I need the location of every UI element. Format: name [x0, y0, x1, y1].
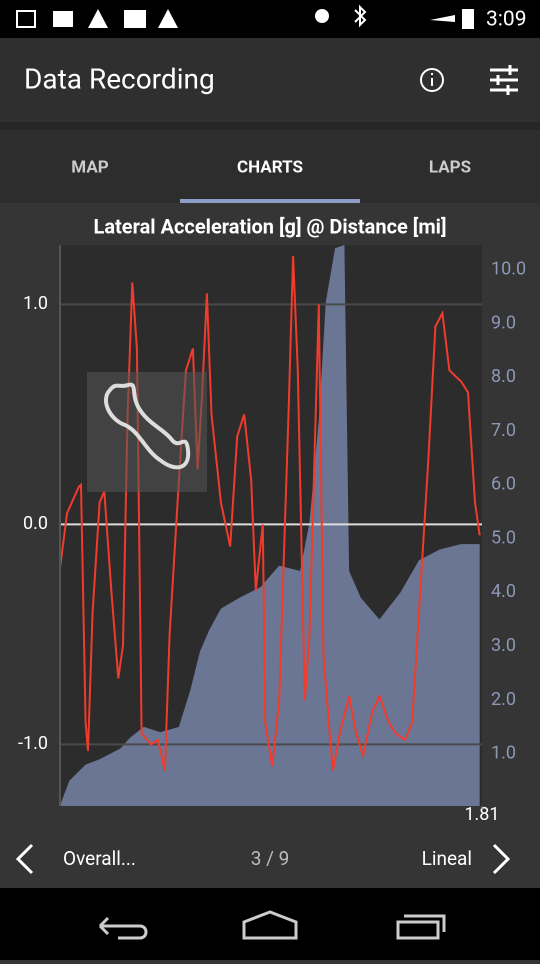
y2-tick-label: 1.0	[491, 743, 516, 764]
y2-tick-label: 10.0	[491, 258, 526, 279]
home-button[interactable]	[242, 910, 298, 940]
y2-tick-label: 9.0	[491, 312, 516, 333]
divider	[0, 122, 540, 130]
y2-tick-label: 3.0	[491, 635, 516, 656]
tab[interactable]: LAPS	[429, 157, 471, 177]
y-tick-label: -1.0	[18, 733, 48, 754]
settings-button[interactable]	[490, 65, 518, 95]
prev-button[interactable]	[15, 843, 34, 875]
area	[60, 245, 480, 806]
next-button[interactable]	[492, 843, 511, 875]
tab-bar	[0, 130, 540, 203]
tab[interactable]: CHARTS	[237, 157, 303, 177]
chart-title: Lateral Acceleration [g] @ Distance [mi]	[94, 214, 447, 238]
y2-tick-label: 5.0	[491, 527, 516, 548]
track-map-inset	[87, 372, 207, 492]
y2-tick-label: 6.0	[491, 474, 516, 495]
plot-clip	[60, 245, 482, 806]
recents-button[interactable]	[396, 914, 446, 940]
nav-bar	[0, 888, 540, 960]
y-tick-label: 0.0	[23, 513, 48, 534]
clock: 3:09	[486, 8, 527, 32]
line	[60, 255, 481, 772]
app-title: Data Recording	[24, 62, 215, 95]
page-indicator: 3 / 9	[251, 847, 290, 870]
app-bar	[0, 38, 540, 122]
tab[interactable]: MAP	[71, 157, 108, 177]
tab-indicator	[180, 199, 360, 203]
status-bar	[0, 0, 540, 38]
info-button[interactable]	[420, 68, 444, 92]
footer-left[interactable]: Overall...	[63, 847, 136, 870]
y2-tick-label: 8.0	[491, 366, 516, 387]
y2-tick-label: 7.0	[491, 420, 516, 441]
footer-right[interactable]: Lineal	[422, 847, 472, 870]
y2-tick-label: 4.0	[491, 581, 516, 602]
y-tick-label: 1.0	[23, 293, 48, 314]
x-tick-label: 1.81	[464, 804, 499, 825]
y2-tick-label: 2.0	[491, 689, 516, 710]
status-icons	[16, 4, 474, 29]
back-button[interactable]	[98, 916, 148, 940]
